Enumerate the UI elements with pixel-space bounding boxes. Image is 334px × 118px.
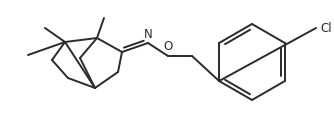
Text: O: O xyxy=(163,40,173,53)
Text: N: N xyxy=(144,29,152,42)
Text: Cl: Cl xyxy=(320,21,332,34)
